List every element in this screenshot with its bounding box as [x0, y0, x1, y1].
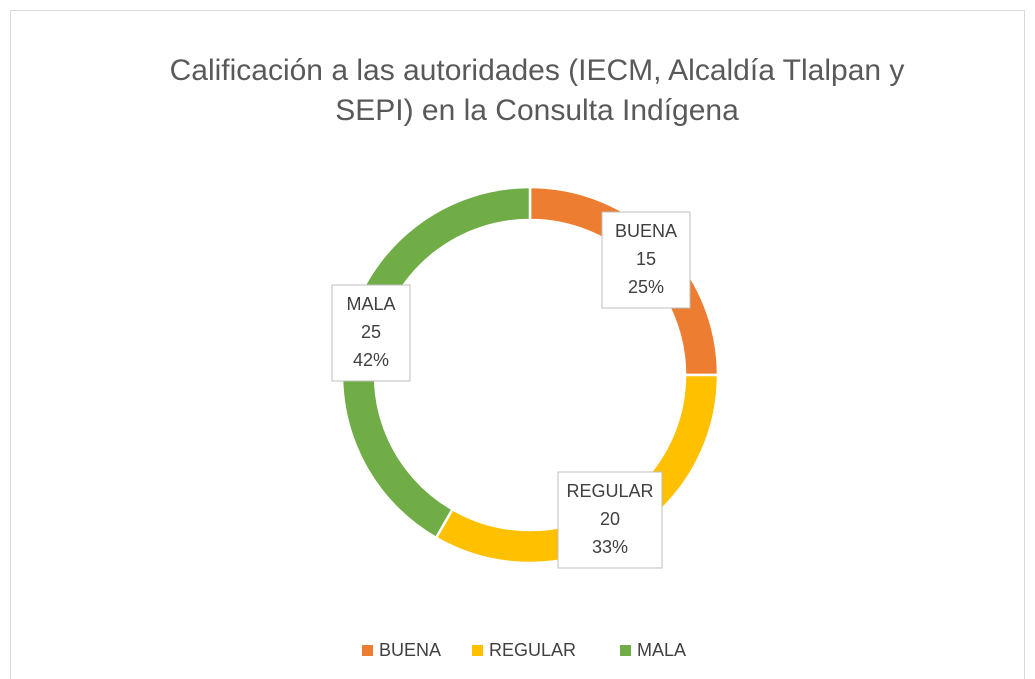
data-label-value: 15 [636, 249, 656, 269]
data-label-box [601, 211, 691, 309]
data-label-category: BUENA [615, 221, 677, 241]
data-label-category: MALA [346, 294, 395, 314]
data-label-box [557, 471, 663, 569]
data-label-percent: 25% [628, 277, 664, 297]
data-label-percent: 42% [353, 350, 389, 370]
legend-label: REGULAR [489, 640, 576, 660]
data-label-percent: 33% [592, 537, 628, 557]
legend-swatch [620, 645, 631, 656]
chart-title: SEPI) en la Consulta Indígena [335, 94, 739, 127]
chart-title: Calificación a las autoridades (IECM, Al… [170, 54, 905, 87]
legend-swatch [362, 645, 373, 656]
data-label-value: 25 [361, 322, 381, 342]
legend-label: BUENA [379, 640, 441, 660]
data-label-category: REGULAR [566, 481, 653, 501]
data-label-box [331, 284, 411, 382]
legend-swatch [472, 645, 483, 656]
chart-border [10, 10, 1025, 679]
donut-segment [340, 185, 532, 540]
legend-label: MALA [637, 640, 686, 660]
data-label-value: 20 [600, 509, 620, 529]
